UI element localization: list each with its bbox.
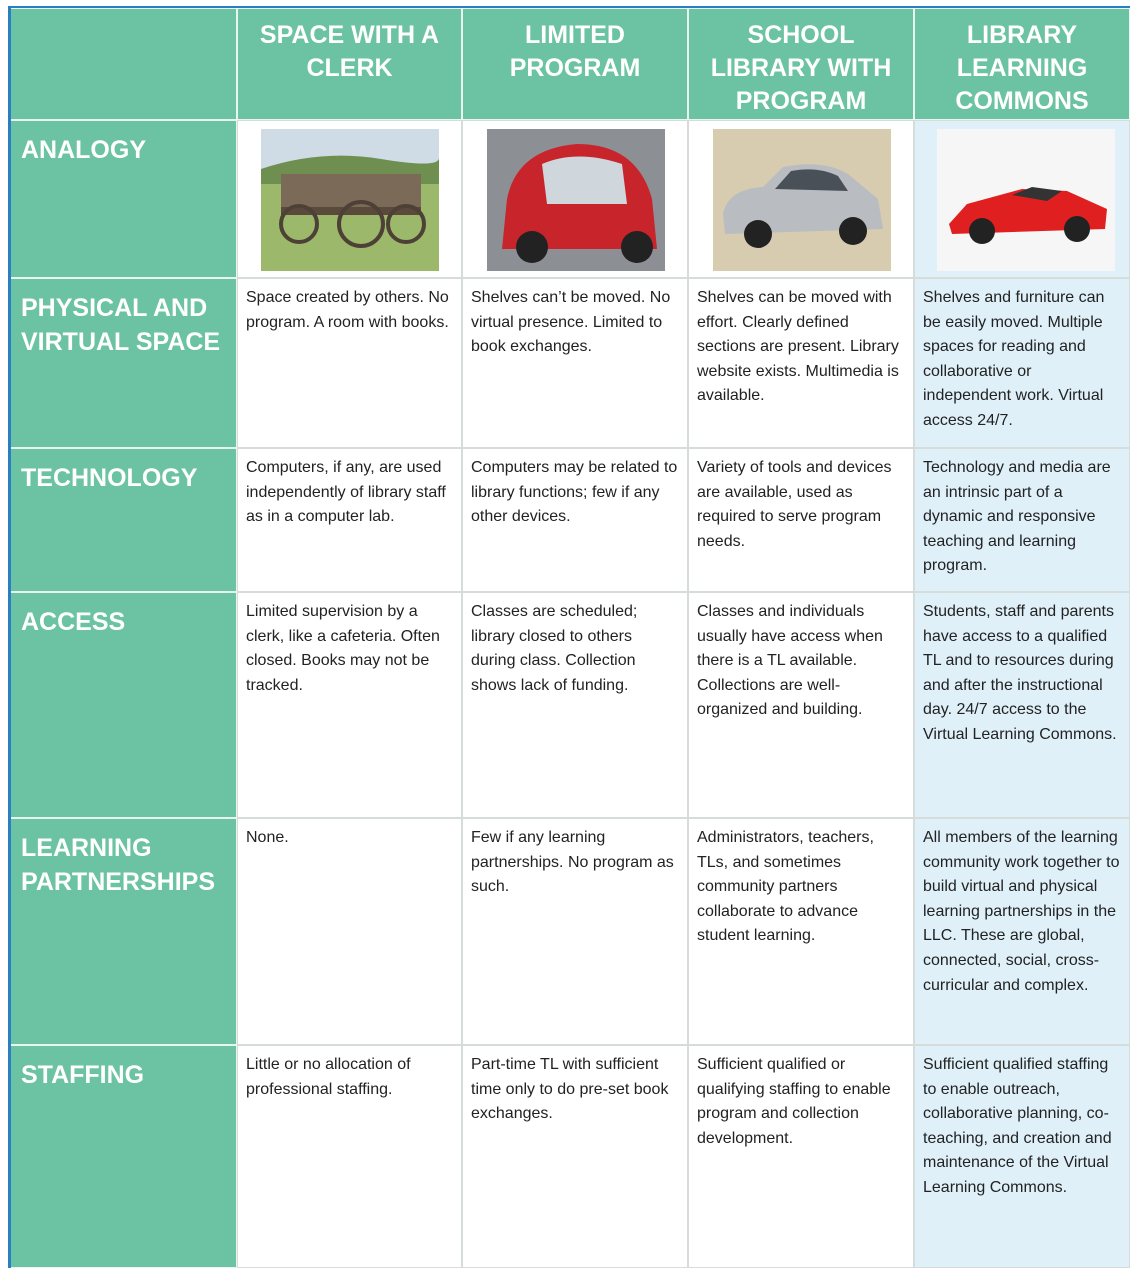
row-label: ANALOGY <box>10 120 237 278</box>
table-cell: Few if any learning partnerships. No pro… <box>462 818 688 1045</box>
image-cell <box>914 120 1130 278</box>
table-cell: Sufficient qualified staffing to enable … <box>914 1045 1130 1268</box>
table-cell: Space created by others. No program. A r… <box>237 278 462 448</box>
table-cell: Limited supervision by a clerk, like a c… <box>237 592 462 818</box>
table-cell: Shelves can’t be moved. No virtual prese… <box>462 278 688 448</box>
row-label: STAFFING <box>10 1045 237 1268</box>
image-cell <box>237 120 462 278</box>
row-label: ACCESS <box>10 592 237 818</box>
image-cell <box>688 120 914 278</box>
wagon-image <box>261 129 439 271</box>
table-cell: Part-time TL with sufficient time only t… <box>462 1045 688 1268</box>
sedan-image <box>713 129 891 271</box>
table-cell: Little or no allocation of professional … <box>237 1045 462 1268</box>
table-cell: Shelves can be moved with effort. Clearl… <box>688 278 914 448</box>
column-header: SCHOOL LIBRARY WITH PROGRAM <box>688 8 914 120</box>
table-cell: All members of the learning community wo… <box>914 818 1130 1045</box>
corner-cell <box>10 8 237 120</box>
top-border <box>8 6 1130 8</box>
table-cell: Classes and individuals usually have acc… <box>688 592 914 818</box>
table-cell: Shelves and furniture can be easily move… <box>914 278 1130 448</box>
table-cell: None. <box>237 818 462 1045</box>
row-label: LEARNING PARTNERSHIPS <box>10 818 237 1045</box>
table-cell: Computers may be related to library func… <box>462 448 688 592</box>
sports-car-image <box>937 129 1115 271</box>
table-cell: Technology and media are an intrinsic pa… <box>914 448 1130 592</box>
table-cell: Administrators, teachers, TLs, and somet… <box>688 818 914 1045</box>
column-header: SPACE WITH A CLERK <box>237 8 462 120</box>
left-border <box>8 6 11 1268</box>
row-label: PHYSICAL AND VIRTUAL SPACE <box>10 278 237 448</box>
table-cell: Students, staff and parents have access … <box>914 592 1130 818</box>
column-header: LIBRARY LEARNING COMMONS <box>914 8 1130 120</box>
table-cell: Classes are scheduled; library closed to… <box>462 592 688 818</box>
column-header: LIMITED PROGRAM <box>462 8 688 120</box>
table-cell: Computers, if any, are used independentl… <box>237 448 462 592</box>
table-cell: Sufficient qualified or qualifying staff… <box>688 1045 914 1268</box>
hatchback-image <box>487 129 665 271</box>
row-label: TECHNOLOGY <box>10 448 237 592</box>
image-cell <box>462 120 688 278</box>
table-cell: Variety of tools and devices are availab… <box>688 448 914 592</box>
